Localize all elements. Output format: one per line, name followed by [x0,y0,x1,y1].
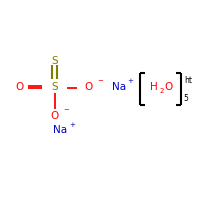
Text: H: H [150,82,158,92]
Text: O: O [84,82,92,92]
Text: −: − [97,78,103,84]
Text: +: + [128,78,134,84]
Text: ht: ht [184,76,192,85]
Text: +: + [69,122,75,128]
Text: O: O [51,111,59,121]
Text: Na: Na [112,82,126,92]
Text: S: S [51,82,58,92]
Text: 2: 2 [160,88,164,94]
Text: Na: Na [53,125,68,135]
Text: −: − [64,107,69,113]
Text: O: O [15,82,23,92]
Text: 5: 5 [184,94,189,103]
Text: S: S [51,56,58,66]
Text: O: O [165,82,173,92]
